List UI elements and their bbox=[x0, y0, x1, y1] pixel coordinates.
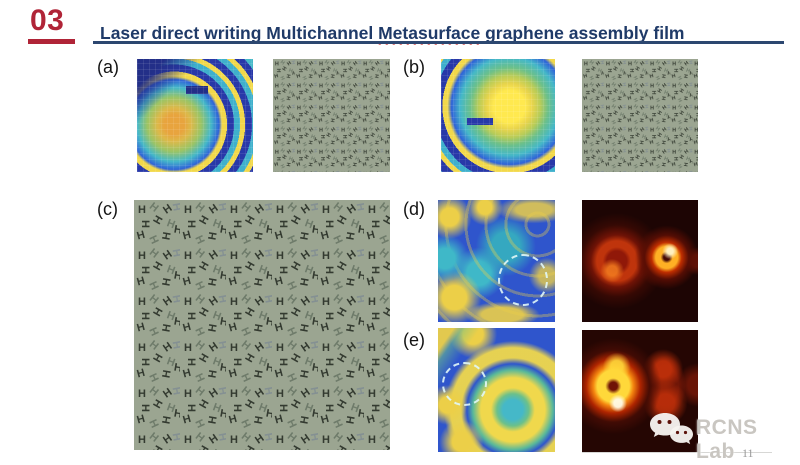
panel-label-e: (e) bbox=[403, 330, 425, 350]
metasurface-texture-image-a bbox=[273, 59, 390, 172]
panel-label-d: (d) bbox=[403, 199, 425, 219]
panel-label-a: (a) bbox=[97, 57, 119, 77]
watermark-underline bbox=[582, 452, 772, 453]
watermark-label: RCNS Lab bbox=[696, 416, 758, 463]
measured-phase-image-e bbox=[438, 328, 555, 452]
panel-label-b: (b) bbox=[403, 57, 425, 77]
metasurface-texture-image-b bbox=[582, 59, 698, 172]
slide-number: 03 bbox=[30, 4, 65, 37]
slide-number-underline bbox=[28, 39, 75, 44]
phase-profile-image-b bbox=[441, 59, 555, 172]
panel-label-c: (c) bbox=[97, 199, 118, 219]
title-text-after: graphene assembly film bbox=[480, 22, 685, 43]
intensity-image-d bbox=[582, 200, 698, 322]
dashed-circle-annotation-e bbox=[442, 362, 487, 406]
measured-phase-image-d bbox=[438, 200, 555, 322]
metasurface-texture-image-c bbox=[134, 200, 390, 450]
title-divider-rule bbox=[93, 41, 784, 44]
dashed-circle-annotation-d bbox=[498, 254, 548, 306]
wechat-logo-icon bbox=[650, 413, 693, 445]
title-word-metasurface: Metasurface bbox=[378, 22, 481, 43]
page-number: 11 bbox=[742, 446, 754, 460]
phase-profile-image-a bbox=[137, 59, 253, 172]
slide-title: Laser direct writing Multichannel Metasu… bbox=[100, 23, 685, 44]
title-text-before: Laser direct writing Multichannel bbox=[100, 22, 379, 43]
intensity-image-e bbox=[582, 330, 698, 452]
